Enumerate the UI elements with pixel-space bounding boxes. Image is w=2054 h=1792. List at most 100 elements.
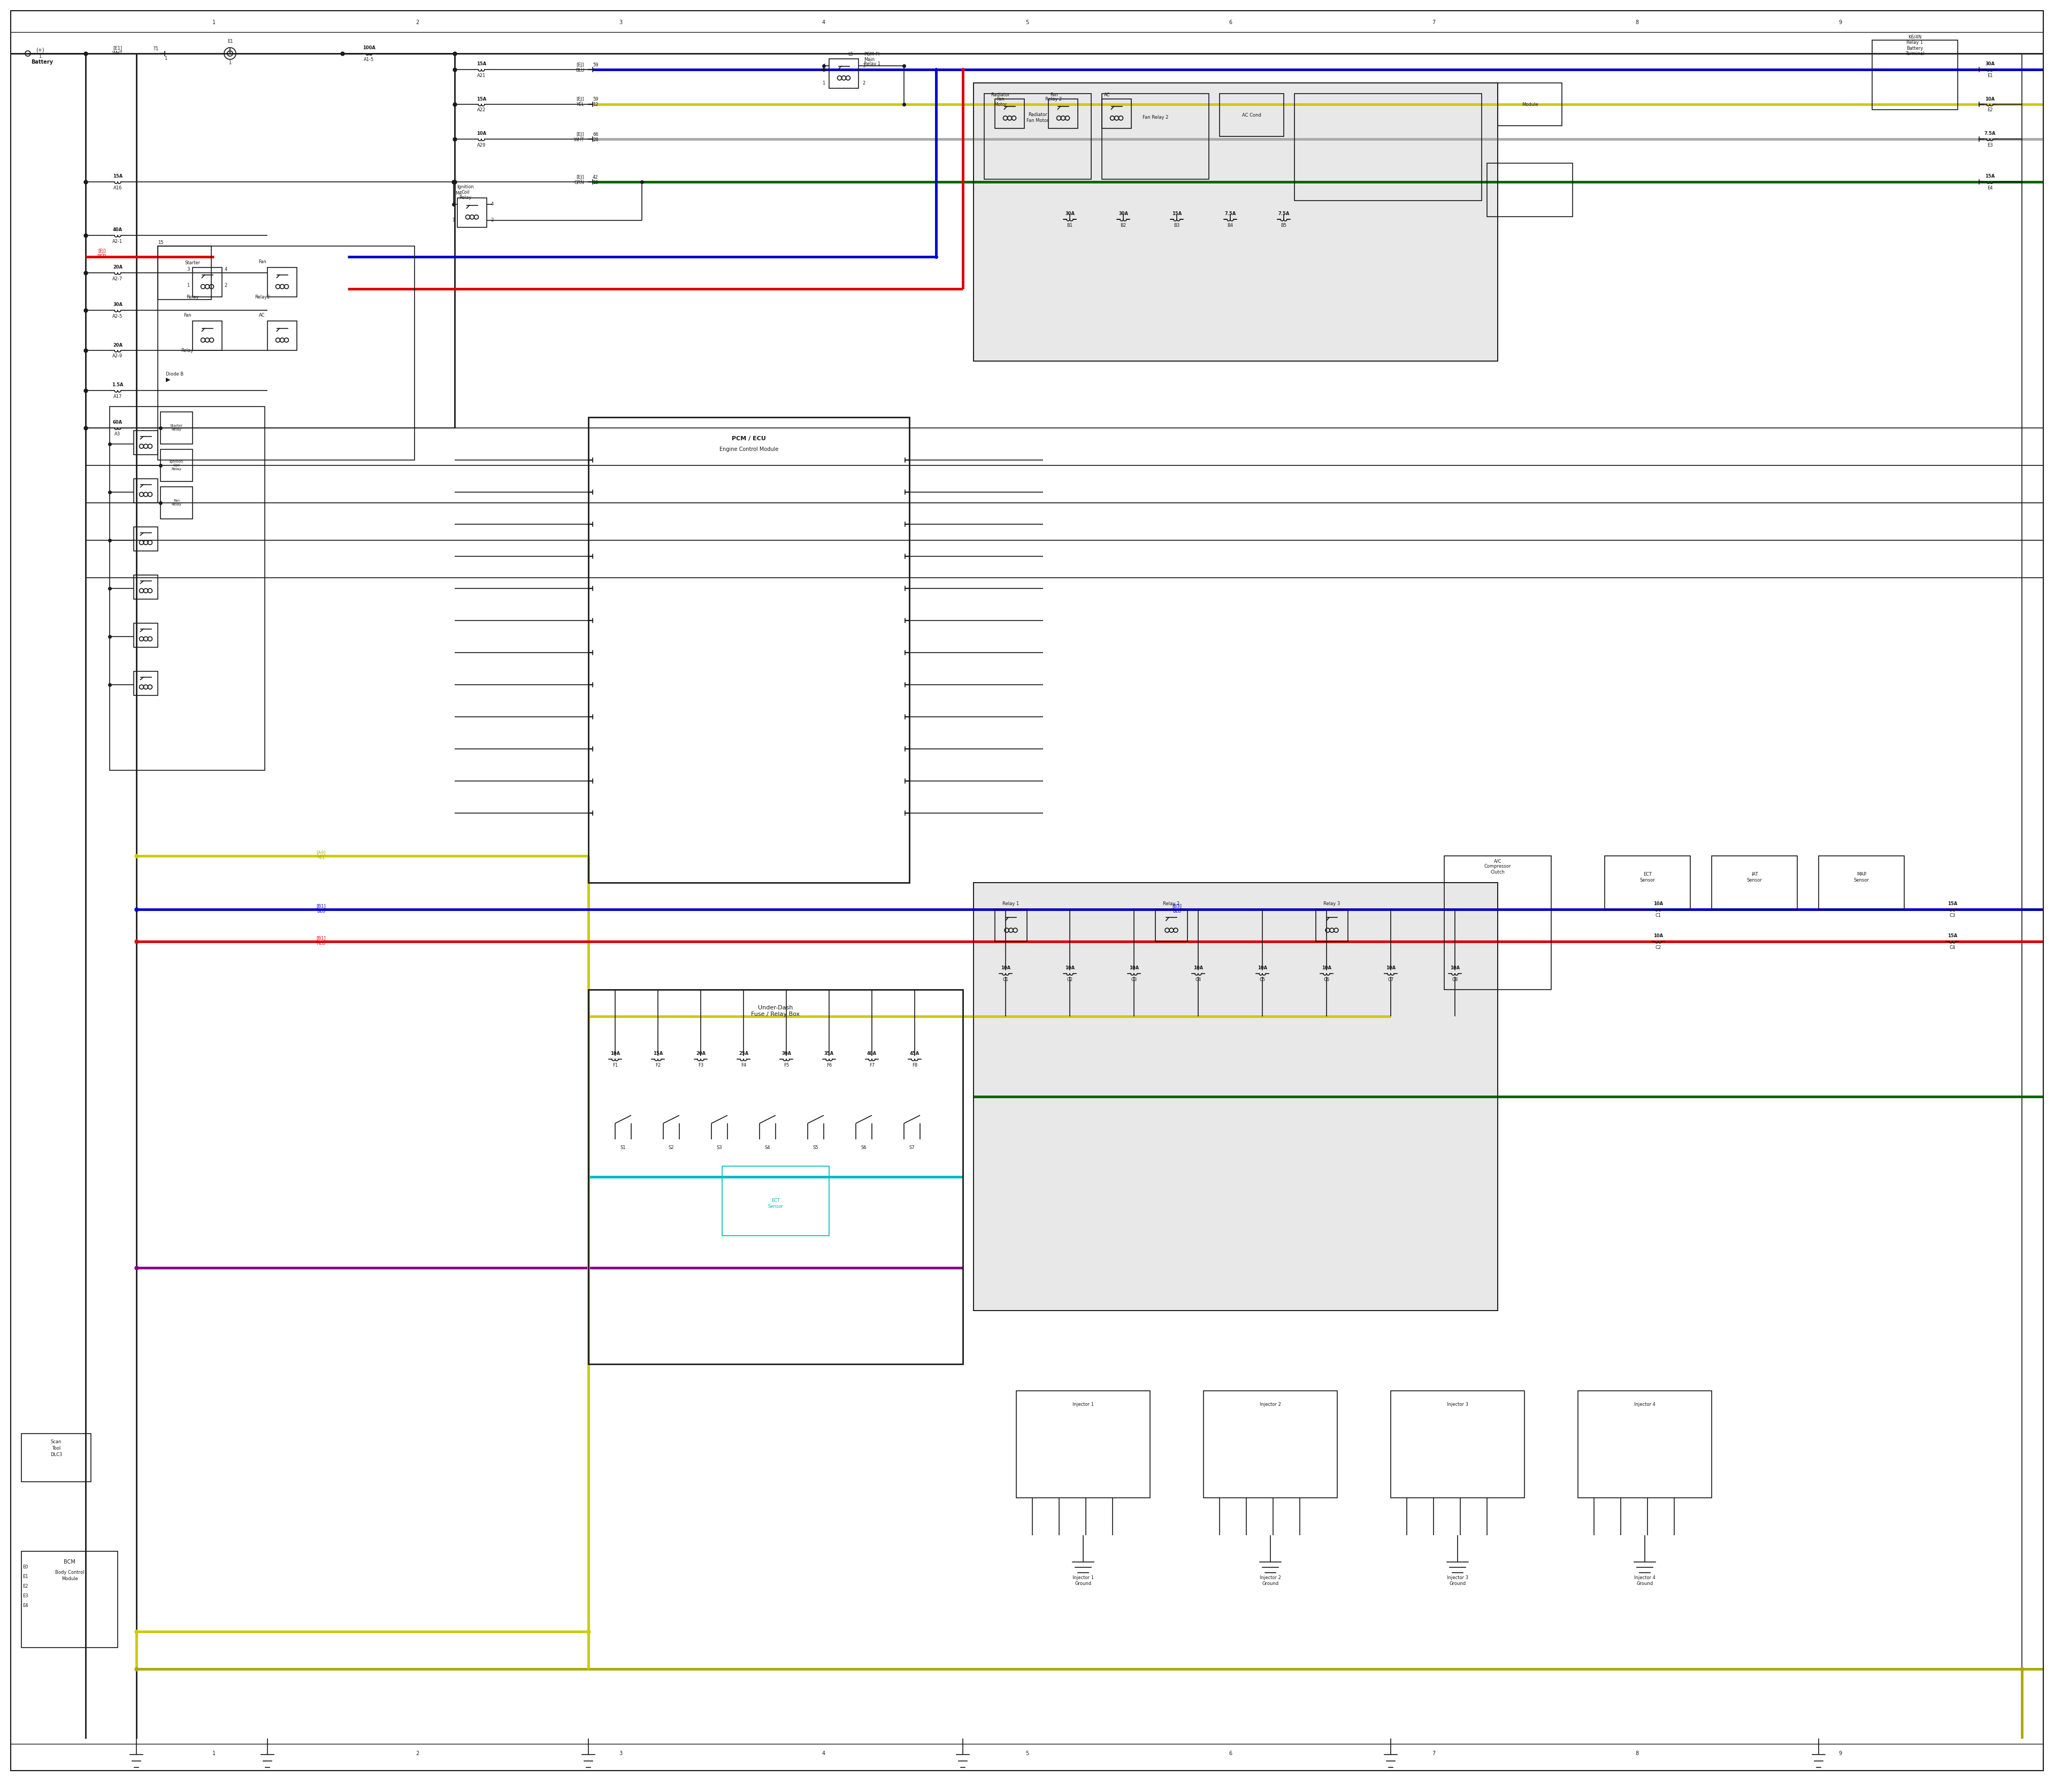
Text: 59: 59 [594,63,598,66]
Text: 60A: 60A [113,419,123,425]
Text: 40A: 40A [113,228,123,233]
Text: 10A: 10A [1193,966,1204,971]
Text: 15A: 15A [653,1052,663,1055]
Text: 15A: 15A [1173,211,1181,217]
Text: 15A: 15A [113,174,123,179]
Text: 10A: 10A [610,1052,620,1055]
Text: 9: 9 [1838,20,1842,25]
Text: 10A: 10A [1257,966,1267,971]
Text: S7: S7 [910,1145,914,1150]
Text: Relay 1: Relay 1 [1002,901,1019,907]
Text: A2-1: A2-1 [113,238,123,244]
Text: 10A: 10A [1984,97,1994,102]
Text: F4: F4 [741,1063,746,1068]
Bar [587,418,910,883]
Text: 30A: 30A [113,303,123,306]
Bar [974,82,1497,360]
Text: Relay: Relay [181,348,193,353]
Text: 4: 4 [491,202,493,206]
Text: 30A: 30A [1984,61,1994,66]
Text: 3: 3 [863,63,865,68]
Text: Ignition
Coil
Relay: Ignition Coil Relay [170,461,183,471]
Text: S1: S1 [620,1145,626,1150]
Text: Injector 3
Ground: Injector 3 Ground [1446,1575,1469,1586]
Text: F1: F1 [612,1063,618,1068]
Text: DLC3: DLC3 [49,1453,62,1457]
Text: F2: F2 [655,1063,661,1068]
Text: 1: 1 [228,61,232,66]
Bar [1317,909,1347,941]
Text: Body Control: Body Control [55,1570,84,1575]
Text: AC: AC [1105,91,1111,97]
Text: GRN: GRN [573,179,583,185]
Bar [723,1167,830,1236]
Text: ▶: ▶ [166,376,170,382]
Text: 9: 9 [1838,1751,1842,1756]
Text: Under-Dash
Fuse / Relay Box: Under-Dash Fuse / Relay Box [752,1005,799,1016]
Text: YEL: YEL [316,855,325,860]
Text: E2: E2 [23,1584,29,1590]
Text: 10A: 10A [1653,901,1664,907]
Text: 7: 7 [1432,20,1436,25]
Text: E1: E1 [1986,73,1992,77]
Text: 3: 3 [618,20,622,25]
Text: 59: 59 [594,97,598,102]
Text: T1: T1 [152,47,158,52]
Text: Tool: Tool [51,1446,60,1450]
Text: E4: E4 [23,1604,29,1607]
Text: 5: 5 [1025,20,1029,25]
Text: 20A: 20A [113,265,123,271]
Text: RED: RED [316,941,327,946]
Text: Injector 2
Ground: Injector 2 Ground [1259,1575,1282,1586]
Text: A2-5: A2-5 [113,314,123,319]
Bar [1220,93,1284,136]
Text: A21: A21 [477,73,485,77]
Text: Radiator
Fan Motor: Radiator Fan Motor [1027,113,1050,124]
Text: [EJ]: [EJ] [99,249,105,254]
Text: Motor: Motor [994,102,1006,108]
Bar [1604,857,1690,909]
Bar [1487,163,1573,217]
Text: 8: 8 [1635,20,1639,25]
Bar [974,82,1497,360]
Text: Fan: Fan [183,314,191,317]
Text: RED: RED [97,254,107,260]
Text: Relay 3: Relay 3 [1323,901,1341,907]
Text: 4: 4 [822,1751,826,1756]
Text: BLU: BLU [1173,909,1181,914]
Text: Relay2: Relay2 [255,294,269,299]
Text: 4: 4 [224,267,228,272]
Text: B1: B1 [1066,222,1072,228]
Text: C3: C3 [1949,912,1955,918]
Text: 10A: 10A [1450,966,1460,971]
Text: S5: S5 [813,1145,820,1150]
Bar [984,93,1091,179]
Text: Engine Control Module: Engine Control Module [719,446,778,452]
Text: 15A: 15A [1947,901,1957,907]
Text: M4: M4 [456,192,462,195]
Bar [21,1552,117,1647]
Text: BLU: BLU [575,68,583,72]
Text: K6/4N
Relay 1
Battery
Terminal: K6/4N Relay 1 Battery Terminal [1906,34,1925,56]
Bar [1101,93,1210,179]
Text: 35A: 35A [824,1052,834,1055]
Text: [B3]: [B3] [1173,903,1181,909]
Text: 40A: 40A [867,1052,877,1055]
Text: E3: E3 [1986,143,1992,147]
Text: [EJ]: [EJ] [577,174,583,179]
Text: BLU: BLU [316,909,325,914]
Text: C1: C1 [1656,912,1662,918]
Text: 25A: 25A [739,1052,748,1055]
Text: WHT: WHT [113,52,123,56]
Text: Relay: Relay [460,195,472,201]
Bar [1017,1391,1150,1498]
Text: Injector 1: Injector 1 [1072,1401,1095,1407]
Text: [EJ]: [EJ] [577,97,583,102]
Text: 3: 3 [618,1751,622,1756]
Text: [EJ]: [EJ] [577,63,583,66]
Text: L5: L5 [848,52,852,57]
Text: Fan: Fan [1050,91,1058,97]
Text: 1.5A: 1.5A [111,383,123,387]
Text: ECT
Sensor: ECT Sensor [1639,873,1656,882]
Text: [A9]: [A9] [316,849,327,855]
